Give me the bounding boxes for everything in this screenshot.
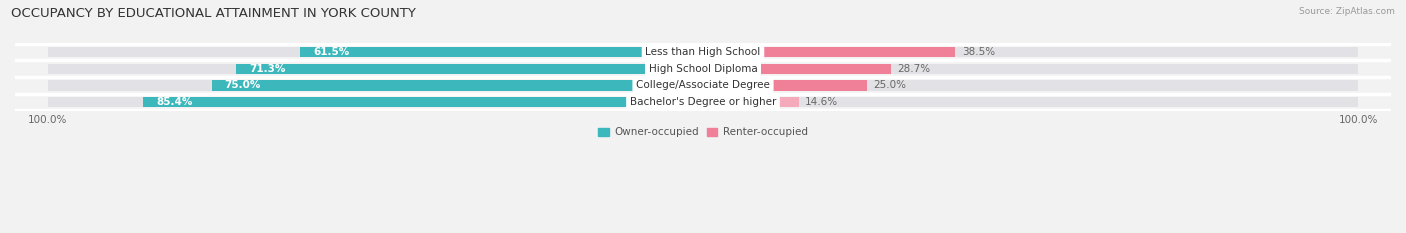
- Bar: [236, 64, 703, 74]
- Bar: [703, 47, 1358, 57]
- Text: College/Associate Degree: College/Associate Degree: [636, 80, 770, 90]
- Legend: Owner-occupied, Renter-occupied: Owner-occupied, Renter-occupied: [595, 123, 811, 142]
- Text: 75.0%: 75.0%: [225, 80, 262, 90]
- Text: Less than High School: Less than High School: [645, 47, 761, 57]
- Bar: [48, 64, 703, 74]
- Text: High School Diploma: High School Diploma: [648, 64, 758, 74]
- Bar: [48, 97, 703, 107]
- Bar: [703, 64, 1358, 74]
- Text: 14.6%: 14.6%: [806, 97, 838, 107]
- Text: 61.5%: 61.5%: [314, 47, 349, 57]
- Bar: [48, 80, 703, 91]
- Bar: [703, 47, 955, 57]
- Text: Bachelor's Degree or higher: Bachelor's Degree or higher: [630, 97, 776, 107]
- Text: Source: ZipAtlas.com: Source: ZipAtlas.com: [1299, 7, 1395, 16]
- Text: 71.3%: 71.3%: [249, 64, 285, 74]
- Bar: [211, 80, 703, 91]
- Bar: [703, 80, 1358, 91]
- Text: 38.5%: 38.5%: [962, 47, 995, 57]
- Text: 28.7%: 28.7%: [897, 64, 931, 74]
- Bar: [299, 47, 703, 57]
- Bar: [703, 97, 1358, 107]
- Text: OCCUPANCY BY EDUCATIONAL ATTAINMENT IN YORK COUNTY: OCCUPANCY BY EDUCATIONAL ATTAINMENT IN Y…: [11, 7, 416, 20]
- Bar: [48, 47, 703, 57]
- Bar: [703, 80, 868, 91]
- Text: 25.0%: 25.0%: [873, 80, 907, 90]
- Bar: [143, 97, 703, 107]
- Bar: [703, 97, 799, 107]
- Bar: [703, 64, 891, 74]
- Text: 85.4%: 85.4%: [156, 97, 193, 107]
